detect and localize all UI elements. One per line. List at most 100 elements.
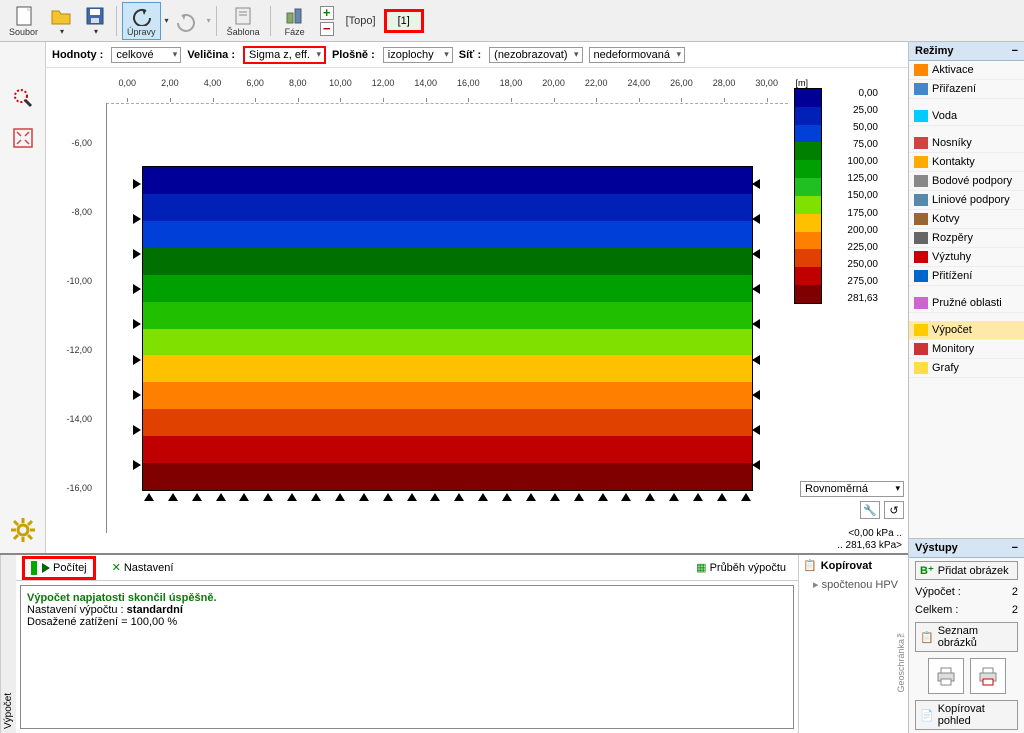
quantity-select[interactable]: Sigma z, eff. [243,46,326,64]
mode-item[interactable]: Výztuhy [909,248,1024,267]
save-button[interactable]: ▾ [79,2,111,40]
undo-icon [130,5,152,26]
mode-item[interactable]: Bodové podpory [909,172,1024,191]
progress-button[interactable]: ▦ Průběh výpočtu [690,559,792,576]
mode-item[interactable]: Výpočet [909,321,1024,340]
scale-buttons: 🔧 ↺ [860,501,904,519]
redo-button[interactable] [171,2,203,40]
left-toolbar [0,42,46,553]
settings-gear[interactable] [6,513,40,547]
modes-panel: Režimy − Aktivace Přiřazení Voda Nosníky Kon… [908,42,1024,733]
phase-add-remove[interactable]: + − [320,6,334,36]
run-button[interactable]: Počítej [22,556,96,580]
right-supports [752,166,762,483]
mode-item[interactable]: Liniové podpory [909,191,1024,210]
settings-button[interactable]: ✕ Nastavení [106,559,180,576]
viewport: 0,002,004,006,008,0010,0012,0014,0016,00… [46,68,908,553]
mode-label: Bodové podpory [932,175,1012,187]
undo-button[interactable]: Úpravy [122,2,161,40]
mode-item[interactable]: Kontakty [909,153,1024,172]
template-icon [232,5,254,26]
progress-label: Průběh výpočtu [710,562,786,574]
deform-select[interactable]: nedeformovaná [589,47,685,63]
mode-item[interactable]: Přiřazení [909,80,1024,99]
phase-1-tab[interactable]: [1] [388,13,420,29]
open-button[interactable]: ▾ [45,2,77,40]
add-image-label: Přidat obrázek [938,565,1009,577]
log-line-2: Dosažené zatížení = 100,00 % [27,616,787,628]
scale-reset-button[interactable]: ↺ [884,501,904,519]
mode-item[interactable]: Aktivace [909,61,1024,80]
mode-icon [914,194,928,206]
minimize-icon[interactable]: − [1012,45,1018,57]
zoom-tool[interactable] [7,82,39,114]
copy-header: 📋 Kopírovat [803,559,904,572]
mode-item[interactable]: Pružné oblasti [909,294,1024,313]
vypocet-count: 2 [1012,586,1018,598]
mode-item[interactable]: Přitížení [909,267,1024,286]
mode-label: Aktivace [932,64,974,76]
scale-settings-button[interactable]: 🔧 [860,501,880,519]
mode-icon [914,270,928,282]
mode-item[interactable]: Grafy [909,359,1024,378]
output-count-row: Výpočet : 2 [909,583,1024,601]
scale-type-select[interactable]: Rovnoměrná [800,481,904,497]
mode-icon [914,362,928,374]
print-color-button[interactable] [970,658,1006,694]
chevron-down-icon: ▾ [165,16,169,25]
print-button[interactable] [928,658,964,694]
pressure-max: .. 281,63 kPa> [837,540,902,551]
magnifier-icon [11,86,35,110]
legend-colorbar [794,88,822,304]
image-list-button[interactable]: 📋 Seznam obrázků [915,622,1018,652]
mode-item[interactable]: Monitory [909,340,1024,359]
run-indicator-icon [31,561,37,575]
outputs-title: Výstupy [915,542,958,554]
modes-list: Aktivace Přiřazení Voda Nosníky Kontakty Bodo… [909,61,1024,378]
bottom-toolbar: Počítej ✕ Nastavení ▦ Průběh výpočtu [16,555,798,581]
bottom-main: Počítej ✕ Nastavení ▦ Průběh výpočtu Výp… [16,555,798,733]
redo-icon [176,10,198,32]
mode-label: Nosníky [932,137,972,149]
mode-item[interactable]: Kotvy [909,210,1024,229]
copy-view-button[interactable]: 📄 Kopírovat pohled [915,700,1018,730]
template-button[interactable]: Šablona [222,2,265,40]
add-image-button[interactable]: B⁺ Přidat obrázek [915,561,1018,580]
color-legend: 0,0025,0050,0075,00100,00125,00150,00175… [794,88,904,304]
mode-item[interactable]: Nosníky [909,134,1024,153]
mode-icon [914,110,928,122]
run-label: Počítej [53,562,87,574]
topo-tab[interactable]: [Topo] [340,15,382,27]
minus-icon[interactable]: − [320,22,334,36]
file-menu[interactable]: Soubor [4,2,43,40]
area-select[interactable]: izoplochy [383,47,453,63]
mesh-select[interactable]: (nezobrazovat) [489,47,582,63]
settings-icon: ✕ [112,561,121,574]
values-select[interactable]: celkové [111,47,181,63]
bottom-supports [137,493,758,503]
printer-color-icon [976,664,1000,688]
quantity-label: Veličina : [187,49,235,61]
bottom-panel: Výpočet Počítej ✕ Nastavení ▦ Průběh výp… [0,553,908,733]
outputs-panel: Výstupy − B⁺ Přidat obrázek Výpočet : 2 … [909,538,1024,733]
plus-icon[interactable]: + [320,6,334,20]
chevron-down-icon: ▾ [94,27,98,36]
mode-label: Kontakty [932,156,975,168]
mode-icon [914,232,928,244]
save-icon [84,5,106,27]
mode-item[interactable]: Voda [909,107,1024,126]
mode-label: Přitížení [932,270,972,282]
mode-icon [914,175,928,187]
copy-icon: 📋 [803,559,817,572]
fit-tool[interactable] [7,122,39,154]
mode-icon [914,137,928,149]
mode-icon [914,83,928,95]
minimize-icon[interactable]: − [1012,542,1018,554]
vypocet-label: Výpočet : [915,586,961,598]
pressure-min: <0,00 kPa .. [848,528,902,539]
phase-button[interactable]: Fáze [276,2,314,40]
modes-title: Režimy [915,45,954,57]
mode-label: Přiřazení [932,83,976,95]
mode-item[interactable]: Rozpěry [909,229,1024,248]
copy-hpv-item[interactable]: spočtenou HPV [803,576,904,593]
